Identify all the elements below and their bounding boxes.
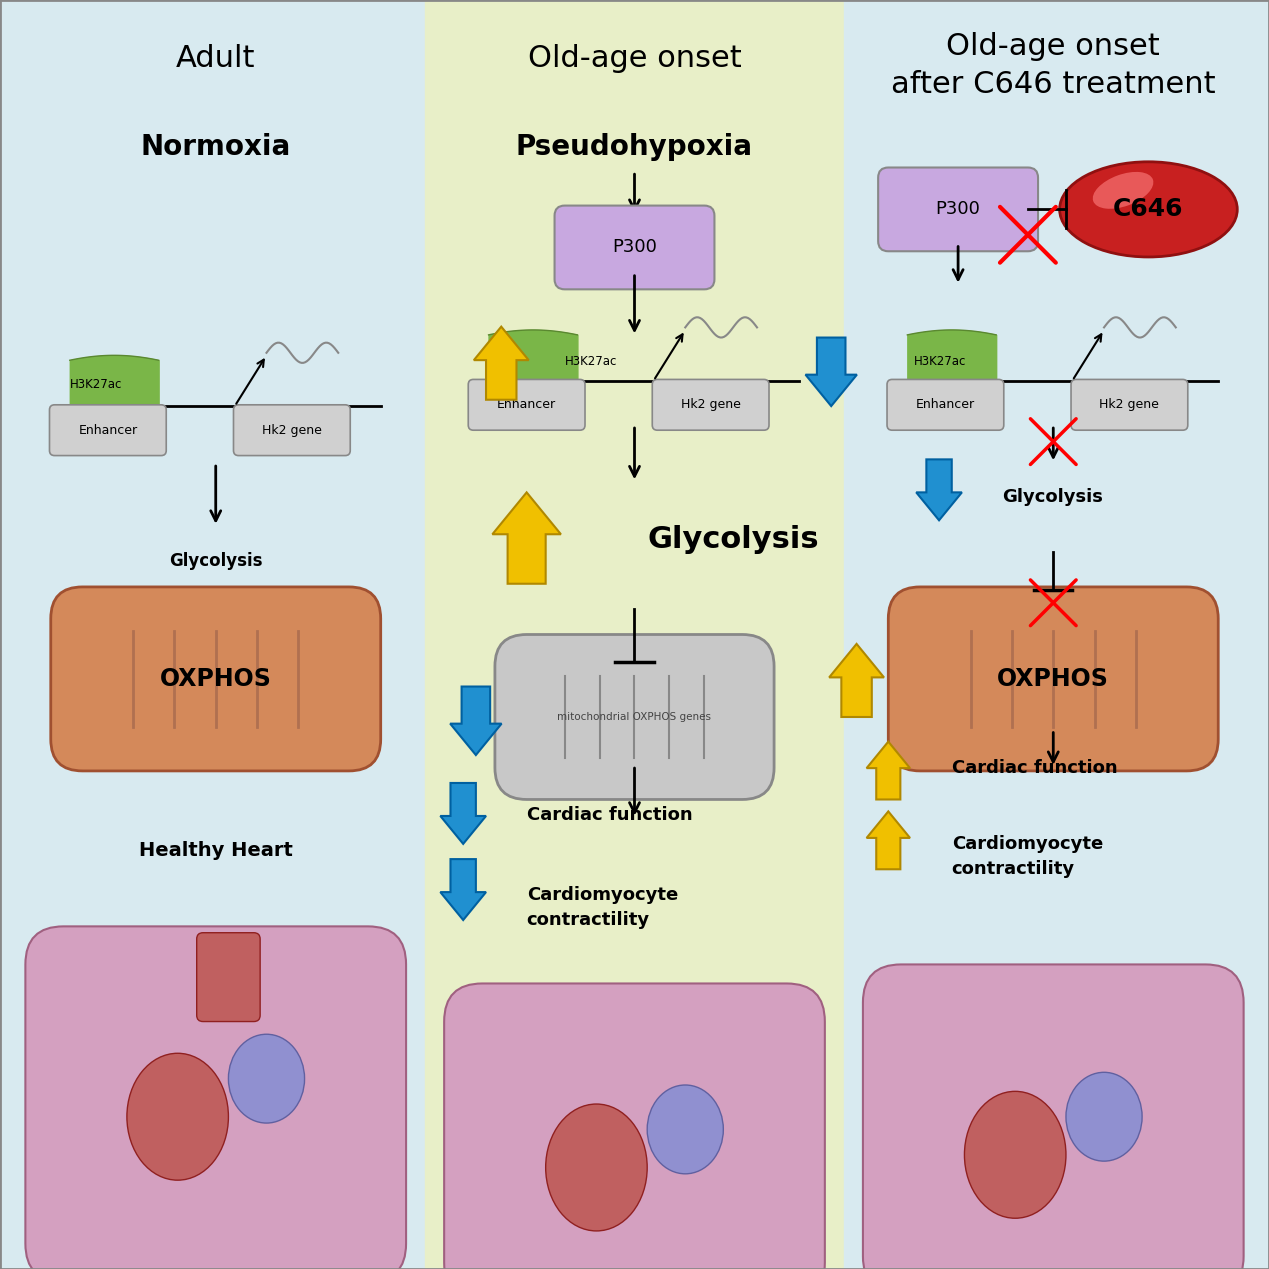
Text: C646: C646 <box>1113 198 1184 221</box>
Polygon shape <box>867 811 910 869</box>
FancyBboxPatch shape <box>863 964 1244 1269</box>
Ellipse shape <box>1066 1072 1142 1161</box>
Bar <box>0 0 425 1269</box>
Ellipse shape <box>1060 162 1237 258</box>
FancyBboxPatch shape <box>887 379 1004 430</box>
Polygon shape <box>829 643 884 717</box>
Text: Glycolysis: Glycolysis <box>169 552 263 570</box>
Polygon shape <box>450 687 501 755</box>
Text: after C646 treatment: after C646 treatment <box>891 70 1216 99</box>
Text: Cardiac function: Cardiac function <box>527 806 693 824</box>
Text: Cardiomyocyte: Cardiomyocyte <box>952 835 1103 853</box>
Ellipse shape <box>1093 171 1154 209</box>
Text: Enhancer: Enhancer <box>916 398 975 411</box>
Text: H3K27ac: H3K27ac <box>914 355 966 368</box>
Text: Pseudohypoxia: Pseudohypoxia <box>516 133 753 161</box>
Ellipse shape <box>127 1053 228 1180</box>
Polygon shape <box>473 326 529 400</box>
Text: Hk2 gene: Hk2 gene <box>680 398 741 411</box>
Text: P300: P300 <box>612 239 657 256</box>
Ellipse shape <box>228 1034 305 1123</box>
Text: contractility: contractility <box>952 860 1075 878</box>
Text: P300: P300 <box>935 201 981 218</box>
Text: Enhancer: Enhancer <box>79 424 137 437</box>
Text: Hk2 gene: Hk2 gene <box>261 424 322 437</box>
Ellipse shape <box>964 1091 1066 1218</box>
Text: Cardiac function: Cardiac function <box>952 759 1118 777</box>
FancyBboxPatch shape <box>652 379 769 430</box>
Text: H3K27ac: H3K27ac <box>565 355 617 368</box>
Ellipse shape <box>546 1104 647 1231</box>
FancyBboxPatch shape <box>878 168 1038 251</box>
FancyBboxPatch shape <box>555 206 714 289</box>
FancyBboxPatch shape <box>468 379 585 430</box>
Polygon shape <box>867 741 910 799</box>
FancyBboxPatch shape <box>444 983 825 1269</box>
Text: Enhancer: Enhancer <box>497 398 556 411</box>
Bar <box>425 0 844 1269</box>
Text: OXPHOS: OXPHOS <box>160 667 272 690</box>
Text: H3K27ac: H3K27ac <box>70 378 122 391</box>
Polygon shape <box>916 459 962 520</box>
Polygon shape <box>806 338 857 406</box>
Text: Old-age onset: Old-age onset <box>528 44 741 74</box>
FancyBboxPatch shape <box>49 405 166 456</box>
Text: Glycolysis: Glycolysis <box>647 525 819 553</box>
Text: mitochondrial OXPHOS genes: mitochondrial OXPHOS genes <box>557 712 712 722</box>
Text: Cardiomyocyte: Cardiomyocyte <box>527 886 678 904</box>
Polygon shape <box>440 783 486 844</box>
FancyBboxPatch shape <box>495 634 774 799</box>
Text: Old-age onset: Old-age onset <box>947 32 1160 61</box>
Text: Normoxia: Normoxia <box>141 133 291 161</box>
Text: Adult: Adult <box>176 44 255 74</box>
Text: Hk2 gene: Hk2 gene <box>1099 398 1160 411</box>
Polygon shape <box>440 859 486 920</box>
FancyBboxPatch shape <box>197 933 260 1022</box>
Text: Glycolysis: Glycolysis <box>1003 489 1103 506</box>
FancyBboxPatch shape <box>51 586 381 772</box>
FancyBboxPatch shape <box>233 405 350 456</box>
Text: contractility: contractility <box>527 911 650 929</box>
FancyBboxPatch shape <box>25 926 406 1269</box>
Ellipse shape <box>647 1085 723 1174</box>
Text: Healthy Heart: Healthy Heart <box>138 841 293 859</box>
FancyBboxPatch shape <box>888 586 1218 772</box>
Bar <box>844 0 1269 1269</box>
Text: OXPHOS: OXPHOS <box>997 667 1109 690</box>
Polygon shape <box>492 492 561 584</box>
FancyBboxPatch shape <box>1071 379 1188 430</box>
